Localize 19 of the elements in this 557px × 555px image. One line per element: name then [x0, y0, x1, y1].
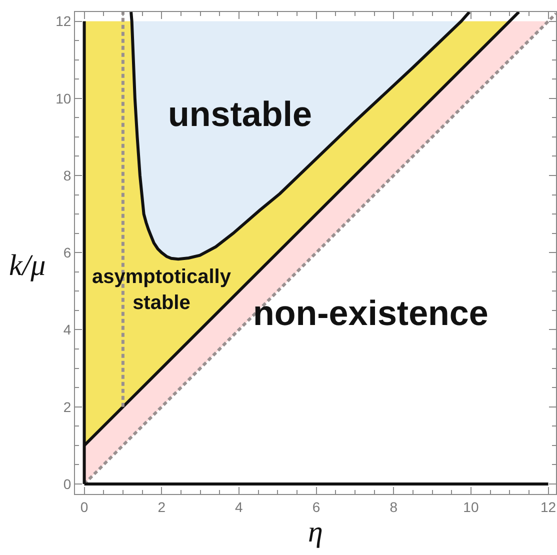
- y-tick-label: 2: [63, 398, 72, 415]
- y-tick-label: 4: [63, 322, 72, 338]
- y-axis-title: k/μ: [9, 249, 46, 282]
- annotation: unstable: [168, 95, 312, 134]
- x-tick-label: 12: [540, 498, 556, 515]
- x-tick-label: 10: [463, 498, 479, 515]
- x-tick-label: 0: [80, 498, 88, 515]
- annotation: asymptotically stable: [92, 266, 232, 314]
- y-tick-label: 6: [63, 244, 72, 261]
- y-tick-label: 10: [56, 90, 72, 106]
- x-tick-label: 6: [312, 498, 320, 515]
- x-tick-label: 4: [235, 498, 244, 515]
- annotation: non-existence: [253, 294, 488, 333]
- x-axis-title: η: [308, 515, 323, 548]
- y-tick-label: 8: [63, 167, 72, 184]
- y-tick-label: 12: [56, 13, 72, 30]
- y-tick-label: 0: [63, 476, 72, 492]
- x-tick-label: 8: [390, 498, 398, 515]
- x-tick-label: 2: [158, 498, 166, 515]
